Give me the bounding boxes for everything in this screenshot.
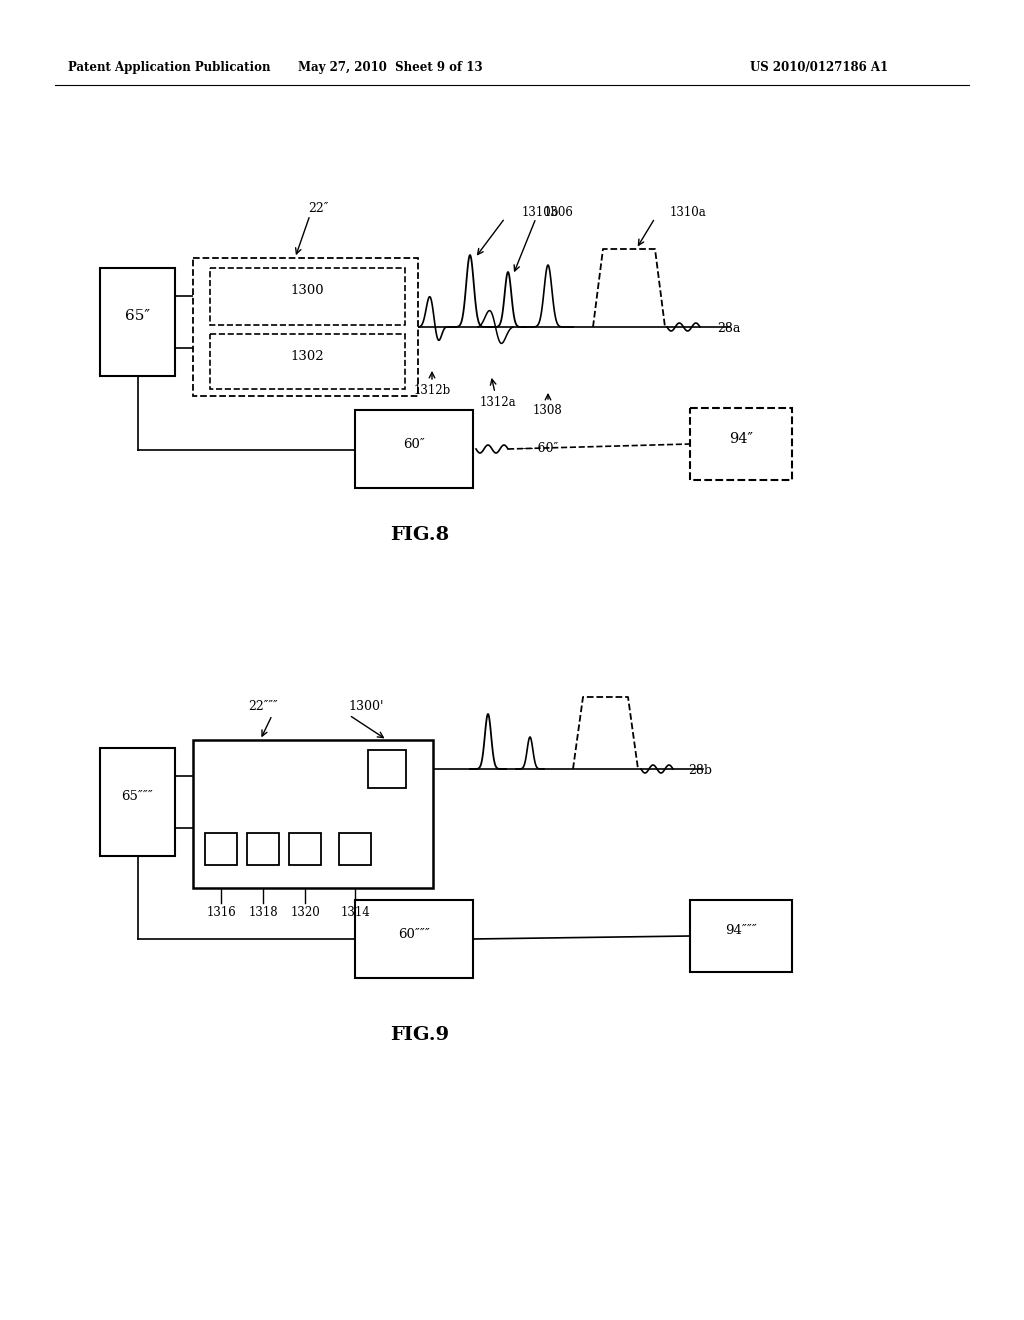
Text: 1312b: 1312b bbox=[414, 384, 451, 397]
Bar bbox=[210, 334, 406, 389]
Text: 65″″″: 65″″″ bbox=[122, 789, 154, 803]
Text: 60″″″: 60″″″ bbox=[398, 928, 430, 940]
Bar bbox=[100, 268, 175, 376]
Bar bbox=[205, 833, 237, 865]
Bar bbox=[247, 833, 279, 865]
Bar bbox=[193, 741, 433, 888]
Bar bbox=[368, 750, 406, 788]
Text: May 27, 2010  Sheet 9 of 13: May 27, 2010 Sheet 9 of 13 bbox=[298, 62, 482, 74]
Text: 1300: 1300 bbox=[290, 284, 324, 297]
Text: FIG.9: FIG.9 bbox=[390, 1026, 450, 1044]
Text: 1318: 1318 bbox=[248, 907, 278, 920]
Text: 1320: 1320 bbox=[290, 907, 319, 920]
Text: US 2010/0127186 A1: US 2010/0127186 A1 bbox=[750, 62, 888, 74]
Bar bbox=[100, 748, 175, 855]
Text: 22″″″: 22″″″ bbox=[248, 701, 278, 714]
Text: 1308: 1308 bbox=[534, 404, 563, 417]
Text: 1312a: 1312a bbox=[479, 396, 516, 408]
Bar bbox=[690, 900, 792, 972]
Text: — 60″: — 60″ bbox=[521, 442, 558, 455]
Text: 1314: 1314 bbox=[340, 907, 370, 920]
Bar bbox=[355, 411, 473, 488]
Text: 1300': 1300' bbox=[348, 701, 384, 714]
Text: 1302: 1302 bbox=[290, 350, 324, 363]
Text: Patent Application Publication: Patent Application Publication bbox=[68, 62, 270, 74]
Bar bbox=[193, 257, 418, 396]
Text: 94″: 94″ bbox=[729, 432, 753, 446]
Text: 65″: 65″ bbox=[125, 309, 151, 323]
Bar bbox=[690, 408, 792, 480]
Text: 22″: 22″ bbox=[308, 202, 328, 214]
Bar bbox=[339, 833, 371, 865]
Text: 60″: 60″ bbox=[403, 437, 425, 450]
Text: FIG.8: FIG.8 bbox=[390, 525, 450, 544]
Text: 1310b: 1310b bbox=[522, 206, 559, 219]
Bar bbox=[355, 900, 473, 978]
Text: 1306: 1306 bbox=[544, 206, 573, 219]
Text: 28a: 28a bbox=[717, 322, 740, 335]
Text: 1316: 1316 bbox=[206, 907, 236, 920]
Text: 1310a: 1310a bbox=[670, 206, 707, 219]
Bar bbox=[289, 833, 321, 865]
Text: 94″″″: 94″″″ bbox=[725, 924, 757, 937]
Text: 28b: 28b bbox=[688, 764, 712, 777]
Bar bbox=[210, 268, 406, 325]
